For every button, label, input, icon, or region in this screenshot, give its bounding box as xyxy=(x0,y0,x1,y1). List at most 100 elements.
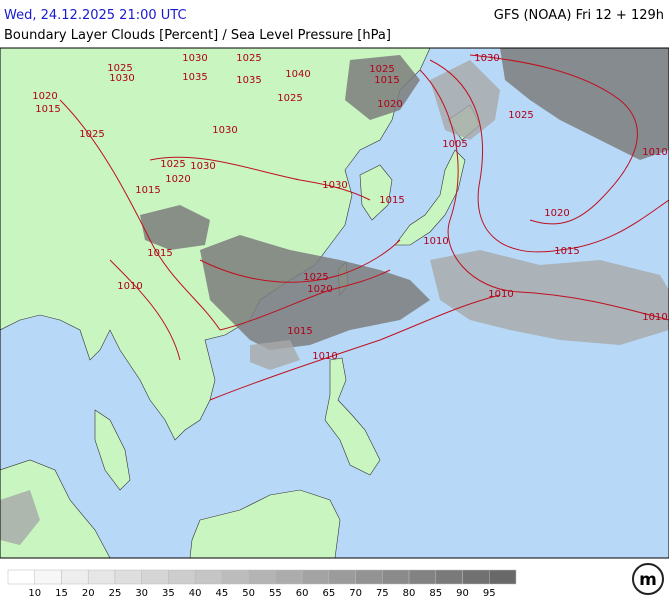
isobar-label: 1025 xyxy=(508,110,533,121)
isobar-label: 1030 xyxy=(182,53,207,64)
map-title: Boundary Layer Clouds [Percent] / Sea Le… xyxy=(4,28,391,43)
isobar-label: 1030 xyxy=(109,73,134,84)
colorbar-label: 80 xyxy=(403,588,416,599)
colorbar-swatch xyxy=(114,569,142,585)
isobar-label: 1035 xyxy=(236,75,261,86)
isobar-label: 1030 xyxy=(190,161,215,172)
isobar-label: 1025 xyxy=(160,159,185,170)
colorbar-swatch xyxy=(462,569,490,585)
colorbar-label: 10 xyxy=(28,588,41,599)
isobar-label: 1015 xyxy=(374,75,399,86)
isobar-label: 1015 xyxy=(287,326,312,337)
isobar-label: 1010 xyxy=(423,236,448,247)
datetime: Wed, 24.12.2025 21:00 UTC xyxy=(4,8,187,23)
isobar-label: 1025 xyxy=(277,93,302,104)
colorbar-swatch xyxy=(408,569,437,585)
colorbar-label: 60 xyxy=(296,588,309,599)
isobar-label: 1010 xyxy=(642,312,667,323)
colorbar-swatch xyxy=(7,569,35,585)
isobar-label: 1030 xyxy=(322,180,347,191)
isobar-label: 1035 xyxy=(182,72,207,83)
colorbar-label: 15 xyxy=(55,588,68,599)
isobar-label: 1010 xyxy=(117,281,142,292)
isobar-label: 1040 xyxy=(285,69,310,80)
isobar-label: 1025 xyxy=(369,64,394,75)
colorbar-label: 90 xyxy=(456,588,469,599)
isobar-label: 1020 xyxy=(307,284,332,295)
colorbar-label: 25 xyxy=(109,588,122,599)
isobar-label: 1025 xyxy=(79,129,104,140)
colorbar-label: 30 xyxy=(135,588,148,599)
land-borneo xyxy=(189,489,341,559)
isobar-label: 1005 xyxy=(442,139,467,150)
colorbar-label: 50 xyxy=(242,588,255,599)
isobar-label: 1010 xyxy=(312,351,337,362)
isobar xyxy=(219,269,391,331)
land-philippines xyxy=(324,357,381,476)
isobar-label: 1025 xyxy=(236,53,261,64)
isobar-label: 1010 xyxy=(488,289,513,300)
isobar-label: 1030 xyxy=(212,125,237,136)
colorbar-swatch xyxy=(61,569,89,585)
cloud-area xyxy=(500,48,669,160)
isobar xyxy=(149,156,371,201)
colorbar-swatch xyxy=(435,569,463,585)
colorbar-label: 75 xyxy=(376,588,389,599)
isobar-label: 1020 xyxy=(32,91,57,102)
colorbar-swatch xyxy=(248,569,276,585)
isobar-label: 1015 xyxy=(554,246,579,257)
logo-text: m xyxy=(639,570,657,590)
colorbar: 10 15 20 25 30 35 40 45 50 55 60 65 70 75 80 85 90 95 xyxy=(7,569,517,599)
cloud-area xyxy=(345,55,420,120)
colorbar-swatch xyxy=(355,569,383,585)
colorbar-label: 35 xyxy=(162,588,175,599)
model-info: GFS (NOAA) Fri 12 + 129h xyxy=(494,8,664,23)
map xyxy=(0,47,669,559)
cloud-area xyxy=(200,235,430,350)
colorbar-label: 55 xyxy=(269,588,282,599)
cloud-area xyxy=(430,60,500,140)
colorbar-label: 45 xyxy=(216,588,229,599)
colorbar-swatch xyxy=(141,569,169,585)
colorbar-swatch xyxy=(489,569,517,585)
isobar xyxy=(109,259,181,361)
isobar-label: 1015 xyxy=(379,195,404,206)
colorbar-label: 70 xyxy=(349,588,362,599)
cloud-area xyxy=(250,340,300,370)
isobar xyxy=(419,69,669,321)
isobar-label: 1025 xyxy=(107,63,132,74)
colorbar-swatch xyxy=(194,569,223,585)
isobar-label: 1020 xyxy=(165,174,190,185)
colorbar-label: 65 xyxy=(322,588,335,599)
map-frame xyxy=(0,47,669,559)
colorbar-swatch xyxy=(301,569,330,585)
isobar-label: 1010 xyxy=(642,147,667,158)
colorbar-label: 85 xyxy=(429,588,442,599)
colorbar-swatch xyxy=(221,569,249,585)
isobar-label: 1020 xyxy=(377,99,402,110)
logo xyxy=(632,563,664,595)
colorbar-label: 40 xyxy=(189,588,202,599)
isobar-label: 1015 xyxy=(135,185,160,196)
isobar xyxy=(59,99,221,331)
colorbar-swatch xyxy=(34,569,62,585)
isobar xyxy=(469,54,638,225)
colorbar-swatch xyxy=(328,569,356,585)
isobar-label: 1015 xyxy=(147,248,172,259)
isobar-label: 1020 xyxy=(544,208,569,219)
colorbar-label: 95 xyxy=(483,588,496,599)
colorbar-swatch xyxy=(275,569,303,585)
land-korea xyxy=(359,164,393,221)
isobar-label: 1015 xyxy=(35,104,60,115)
isobar-label: 1030 xyxy=(474,53,499,64)
colorbar-swatch xyxy=(168,569,196,585)
colorbar-swatch xyxy=(382,569,410,585)
isobar xyxy=(209,294,501,401)
cloud-area xyxy=(430,250,669,345)
cloud-area xyxy=(140,205,210,250)
isobar xyxy=(429,59,669,253)
colorbar-swatch xyxy=(87,569,116,585)
land-malaysia xyxy=(94,409,131,491)
cloud-area xyxy=(0,490,40,545)
